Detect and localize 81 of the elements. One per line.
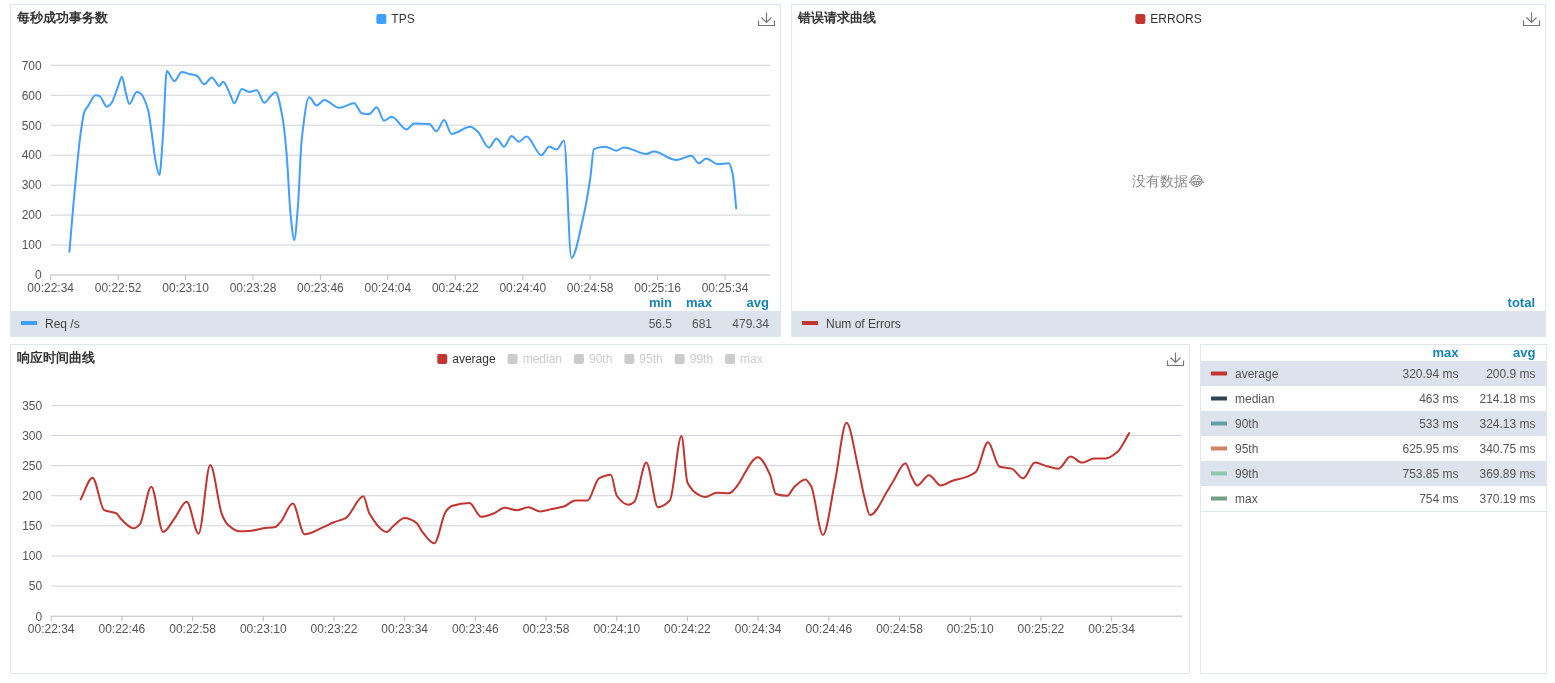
text: max bbox=[1432, 345, 1460, 360]
category-label: max bbox=[1235, 491, 1258, 506]
y-tick-label: 300 bbox=[22, 428, 43, 443]
x-tick-label: 00:23:34 bbox=[381, 621, 429, 636]
y-tick-label: 0 bbox=[35, 268, 43, 283]
text: 463 ms bbox=[1419, 391, 1459, 406]
text: 200.9 ms bbox=[1486, 366, 1536, 381]
text: avg bbox=[746, 295, 770, 310]
y-tick-label: 500 bbox=[21, 118, 43, 133]
legend-label: TPS bbox=[391, 12, 415, 27]
category-label: 90th bbox=[1235, 416, 1259, 431]
x-tick-label: 00:22:46 bbox=[98, 621, 146, 636]
x-tick-label: 00:22:34 bbox=[27, 621, 75, 636]
x-tick-label: 00:24:34 bbox=[734, 621, 782, 636]
y-tick-label: 100 bbox=[21, 238, 43, 253]
text: 320.94 ms bbox=[1402, 366, 1459, 381]
y-tick-label: 350 bbox=[22, 398, 43, 413]
text: 533 ms bbox=[1419, 416, 1459, 431]
category-label: median bbox=[1235, 391, 1275, 406]
y-tick-label: 250 bbox=[22, 458, 43, 473]
x-tick-label: 00:24:10 bbox=[593, 621, 641, 636]
y-tick-label: 0 bbox=[35, 609, 43, 624]
x-tick-label: 00:24:04 bbox=[364, 280, 412, 295]
x-tick-label: 00:25:34 bbox=[1088, 621, 1136, 636]
text: 754 ms bbox=[1419, 491, 1459, 506]
x-tick-label: 00:25:34 bbox=[701, 280, 749, 295]
x-tick-label: 00:24:40 bbox=[499, 280, 547, 295]
x-tick-label: 00:24:46 bbox=[805, 621, 853, 636]
y-tick-label: 600 bbox=[21, 88, 43, 103]
x-tick-label: 00:24:22 bbox=[664, 621, 712, 636]
y-tick-label: 150 bbox=[22, 519, 43, 534]
x-tick-label: 00:22:34 bbox=[27, 280, 75, 295]
y-tick-label: 50 bbox=[28, 579, 43, 594]
y-tick-label: 400 bbox=[21, 148, 43, 163]
text: 479.34 bbox=[732, 316, 770, 331]
text: total bbox=[1507, 295, 1535, 310]
text: 369.89 ms bbox=[1479, 466, 1536, 481]
y-tick-label: 700 bbox=[21, 58, 43, 73]
chart-title: 每秒成功事务数 bbox=[16, 9, 108, 25]
x-tick-label: 00:22:52 bbox=[94, 280, 142, 295]
text: 214.18 ms bbox=[1479, 391, 1536, 406]
text: Num of Errors bbox=[826, 316, 901, 331]
category-label: 99th bbox=[1235, 466, 1259, 481]
y-tick-label: 100 bbox=[22, 549, 43, 564]
text: Req /s bbox=[45, 316, 80, 331]
x-tick-label: 00:23:58 bbox=[522, 621, 570, 636]
y-tick-label: 200 bbox=[21, 208, 43, 223]
chart-title: 响应时间曲线 bbox=[16, 349, 95, 365]
text: 56.5 bbox=[648, 316, 673, 331]
x-tick-label: 00:25:22 bbox=[1017, 621, 1065, 636]
text: min bbox=[648, 295, 673, 310]
category-label: average bbox=[1235, 366, 1279, 381]
x-tick-label: 00:23:10 bbox=[239, 621, 287, 636]
text: avg bbox=[1513, 345, 1536, 360]
legend-label: ERRORS bbox=[1150, 12, 1202, 27]
chart-title: 错误请求曲线 bbox=[797, 9, 876, 25]
category-label: 95th bbox=[1235, 441, 1259, 456]
text: 324.13 ms bbox=[1479, 416, 1536, 431]
text: 340.75 ms bbox=[1479, 441, 1536, 456]
legend: ERRORS bbox=[1135, 12, 1202, 27]
x-tick-label: 00:23:28 bbox=[229, 280, 277, 295]
x-tick-label: 00:25:10 bbox=[946, 621, 994, 636]
x-tick-label: 00:23:10 bbox=[162, 280, 210, 295]
x-tick-label: 00:24:22 bbox=[431, 280, 479, 295]
x-tick-label: 00:23:22 bbox=[310, 621, 358, 636]
x-tick-label: 00:22:58 bbox=[169, 621, 217, 636]
text: 753.85 ms bbox=[1402, 466, 1459, 481]
text: max bbox=[685, 295, 713, 310]
legend: TPS bbox=[376, 12, 415, 27]
legend-label: average bbox=[452, 352, 496, 367]
text: 625.95 ms bbox=[1402, 441, 1459, 456]
x-tick-label: 00:24:58 bbox=[566, 280, 614, 295]
x-tick-label: 00:23:46 bbox=[297, 280, 345, 295]
y-tick-label: 300 bbox=[21, 178, 43, 193]
text: 370.19 ms bbox=[1479, 491, 1536, 506]
y-tick-label: 200 bbox=[22, 489, 43, 504]
text: 没有数据😂 bbox=[1132, 173, 1205, 189]
text: 681 bbox=[691, 316, 713, 331]
x-tick-label: 00:24:58 bbox=[876, 621, 924, 636]
x-tick-label: 00:25:16 bbox=[634, 280, 682, 295]
x-tick-label: 00:23:46 bbox=[452, 621, 500, 636]
